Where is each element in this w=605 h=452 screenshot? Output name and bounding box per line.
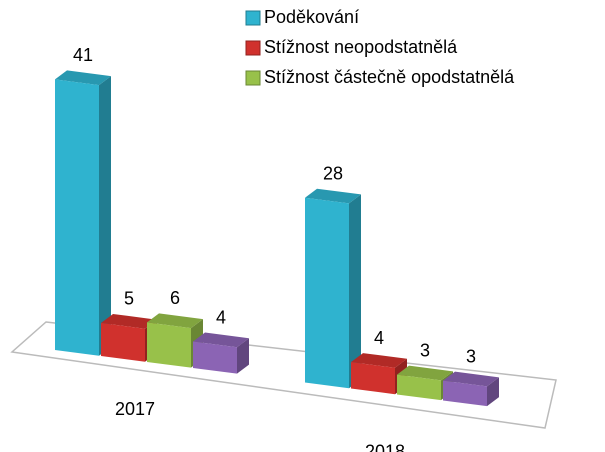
bar-top (397, 365, 453, 381)
bar (101, 322, 145, 362)
bar-top (55, 70, 111, 86)
bar (147, 322, 191, 368)
bar (351, 362, 395, 395)
bar-side (99, 76, 111, 356)
bar (443, 380, 487, 407)
legend-swatch (245, 40, 261, 56)
bar-top (443, 371, 499, 387)
bar (55, 79, 99, 356)
legend-swatch (245, 70, 261, 86)
bar (305, 197, 349, 389)
data-label: 5 (124, 289, 134, 309)
data-label: 4 (374, 328, 384, 348)
bar (397, 374, 441, 401)
bar-side (237, 338, 249, 374)
legend-label: Poděkování (264, 7, 359, 27)
data-label: 4 (216, 307, 226, 327)
bar-top (193, 332, 249, 348)
bar-top (147, 313, 203, 329)
bar-top (351, 353, 407, 368)
data-label: 41 (73, 45, 93, 65)
legend-swatch (245, 10, 261, 26)
data-label: 3 (420, 340, 430, 360)
bar-top (305, 188, 361, 204)
data-label: 6 (170, 288, 180, 308)
bar-top (101, 313, 157, 329)
bar (193, 341, 237, 374)
bar-side (349, 194, 361, 389)
legend-label: Stížnost neopodstatnělá (264, 37, 458, 57)
x-tick-label: 2017 (115, 399, 155, 419)
data-label: 28 (323, 163, 343, 183)
bar-side (487, 377, 499, 407)
data-label: 3 (466, 346, 476, 366)
x-tick-label: 2018 (365, 441, 405, 452)
legend-label: Stížnost částečně opodstatnělá (264, 67, 515, 87)
